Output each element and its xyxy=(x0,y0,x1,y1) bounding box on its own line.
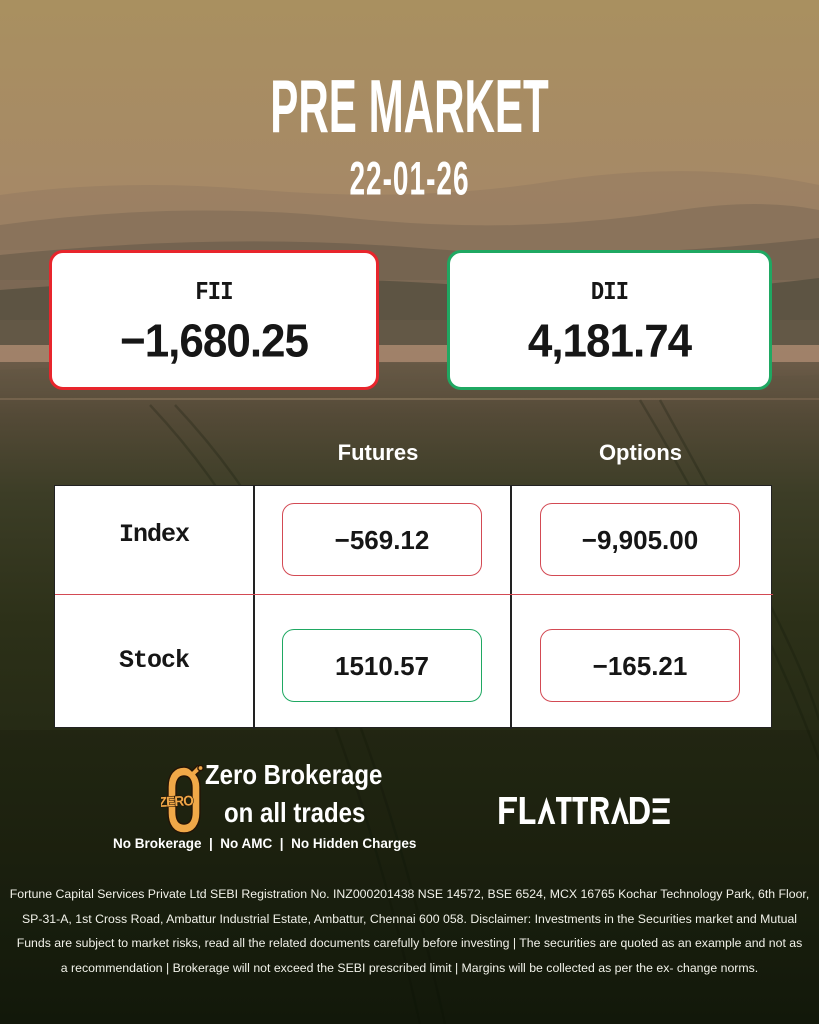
svg-text:ZERO: ZERO xyxy=(161,792,194,810)
